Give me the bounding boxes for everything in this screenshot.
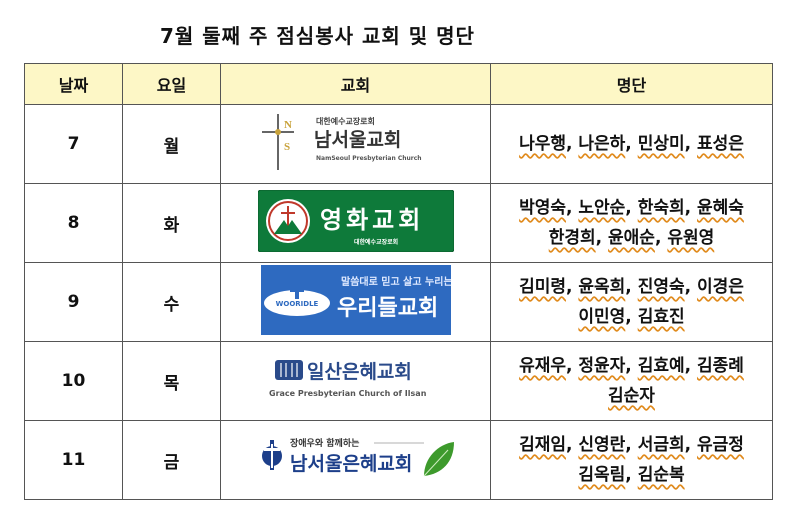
logo-name: 일산은혜교회: [307, 361, 412, 383]
volunteer-name: 표성은: [697, 134, 744, 154]
logo-name: 남서울은혜교회: [290, 453, 412, 475]
volunteer-name: 서금희: [637, 435, 685, 455]
header-day: 요일: [122, 63, 221, 105]
volunteer-name: 이민영: [578, 307, 626, 327]
namseoul-church-logo: N S 대한예수교장로회 남서울교회 NamSeoul Presbyterian…: [256, 110, 456, 174]
roster-line: 유재우, 정윤자, 김효예, 김종례: [519, 356, 744, 376]
volunteer-name: 김순복: [637, 465, 685, 485]
logo-subtitle: 대한예수교장로회: [354, 238, 398, 246]
volunteer-name: 이경은: [697, 277, 744, 297]
volunteer-name: 한숙희: [637, 198, 685, 218]
roster-line: 김옥림, 김순복: [578, 465, 685, 485]
table-row: 10 목 일산은혜교회 Grace Presbyterian Church of…: [24, 341, 773, 421]
logo-subtitle: 대한예수교장로회: [316, 116, 375, 126]
volunteer-name: 김효진: [637, 307, 685, 327]
header-date: 날짜: [24, 63, 123, 105]
roster-cell: 유재우, 정윤자, 김효예, 김종례 김순자: [490, 341, 773, 421]
logo-mark-s: S: [284, 141, 290, 153]
volunteer-name: 김미령: [519, 277, 566, 297]
volunteer-name: 윤애순: [608, 228, 655, 248]
volunteer-name: 윤옥희: [578, 277, 626, 297]
woorideul-church-logo: 말씀대로 믿고 살고 누리는 WOORIDLE 우리들교회: [260, 264, 451, 335]
date-cell: 11: [24, 420, 123, 500]
roster-line: 한경희, 윤애순, 유원영: [548, 228, 715, 248]
roster-cell: 김재임, 신영란, 서금희, 유금정 김옥림, 김순복: [490, 420, 773, 500]
badge-icon: [263, 289, 330, 316]
page-title: 7월 둘째 주 점심봉사 교회 및 명단: [160, 24, 475, 48]
date-cell: 9: [24, 262, 123, 342]
church-logo-cell: 영화교회 대한예수교장로회: [220, 183, 491, 263]
volunteer-name: 신영란: [578, 435, 626, 455]
book-icon: [274, 359, 303, 380]
day-cell: 화: [122, 183, 221, 263]
header-roster: 명단: [490, 63, 773, 105]
date-cell: 8: [24, 183, 123, 263]
roster-line: 이민영, 김효진: [578, 307, 685, 327]
volunteer-name: 유금정: [697, 435, 744, 455]
logo-badge: WOORIDLE: [275, 300, 318, 308]
day-cell: 수: [122, 262, 221, 342]
church-logo-cell: N S 대한예수교장로회 남서울교회 NamSeoul Presbyterian…: [220, 104, 491, 184]
volunteer-name: 유재우: [519, 356, 566, 376]
church-logo-cell: 일산은혜교회 Grace Presbyterian Church of Ilsa…: [220, 341, 491, 421]
cross-globe-icon: [261, 439, 282, 470]
roster-line: 나우행, 나은하, 민상미, 표성은: [519, 134, 744, 154]
volunteer-name: 김재임: [519, 435, 566, 455]
roster-table: 날짜 요일 교회 명단 7 월 N S: [24, 63, 773, 500]
younghwa-church-logo: 영화교회 대한예수교장로회: [257, 189, 454, 252]
volunteer-name: 한경희: [548, 228, 596, 248]
volunteer-name: 나은하: [578, 134, 626, 154]
logo-name: 우리들교회: [337, 296, 438, 321]
volunteer-name: 나우행: [519, 134, 566, 154]
roster-cell: 박영숙, 노안순, 한숙희, 윤혜숙 한경희, 윤애순, 유원영: [490, 183, 773, 263]
day-cell: 목: [122, 341, 221, 421]
logo-english: NamSeoul Presbyterian Church: [316, 155, 422, 162]
volunteer-name: 진영숙: [637, 277, 685, 297]
table-row: 8 화 영화교회 대한예수교장로회: [24, 183, 773, 263]
volunteer-name: 박영숙: [519, 198, 566, 218]
logo-name: 영화교회: [320, 206, 424, 234]
logo-english: Grace Presbyterian Church of Ilsan: [269, 389, 427, 398]
volunteer-name: 김순자: [608, 386, 655, 406]
roster-cell: 김미령, 윤옥희, 진영숙, 이경은 이민영, 김효진: [490, 262, 773, 342]
ilsan-grace-church-logo: 일산은혜교회 Grace Presbyterian Church of Ilsa…: [261, 354, 451, 404]
volunteer-name: 윤혜숙: [697, 198, 744, 218]
header-church: 교회: [220, 63, 491, 105]
cross-icon: N S: [261, 113, 294, 170]
church-logo-cell: 장애우와 함께하는 남서울은혜교회: [220, 420, 491, 500]
roster-line: 김미령, 윤옥희, 진영숙, 이경은: [519, 277, 744, 297]
volunteer-name: 김종례: [697, 356, 744, 376]
logo-name: 남서울교회: [314, 129, 401, 151]
volunteer-name: 민상미: [637, 134, 685, 154]
table-row: 9 수 말씀대로 믿고 살고 누리는 WOORIDLE 우리들교회: [24, 262, 773, 342]
roster-line: 김재임, 신영란, 서금희, 유금정: [519, 435, 744, 455]
day-cell: 월: [122, 104, 221, 184]
church-logo-cell: 말씀대로 믿고 살고 누리는 WOORIDLE 우리들교회: [220, 262, 491, 342]
table-row: 7 월 N S 대한예수교장로회 남서울교회 NamSeoul: [24, 104, 773, 184]
volunteer-name: 유원영: [667, 228, 715, 248]
volunteer-name: 김옥림: [578, 465, 626, 485]
roster-line: 박영숙, 노안순, 한숙희, 윤혜숙: [519, 198, 744, 218]
table-header-row: 날짜 요일 교회 명단: [24, 63, 773, 105]
logo-tagline: 말씀대로 믿고 살고 누리는: [341, 275, 451, 288]
date-cell: 10: [24, 341, 123, 421]
roster-cell: 나우행, 나은하, 민상미, 표성은: [490, 104, 773, 184]
day-cell: 금: [122, 420, 221, 500]
volunteer-name: 김효예: [637, 356, 685, 376]
namseoul-grace-church-logo: 장애우와 함께하는 남서울은혜교회: [256, 430, 456, 486]
logo-mark-n: N: [284, 119, 292, 131]
logo-tagline: 장애우와 함께하는: [290, 437, 359, 449]
table-row: 11 금 장애우와 함께하는 남서울은혜교회: [24, 420, 773, 500]
volunteer-name: 정윤자: [578, 356, 626, 376]
date-cell: 7: [24, 104, 123, 184]
church-circle-icon: [265, 198, 310, 243]
roster-line: 김순자: [491, 381, 772, 411]
volunteer-name: 노안순: [578, 198, 626, 218]
